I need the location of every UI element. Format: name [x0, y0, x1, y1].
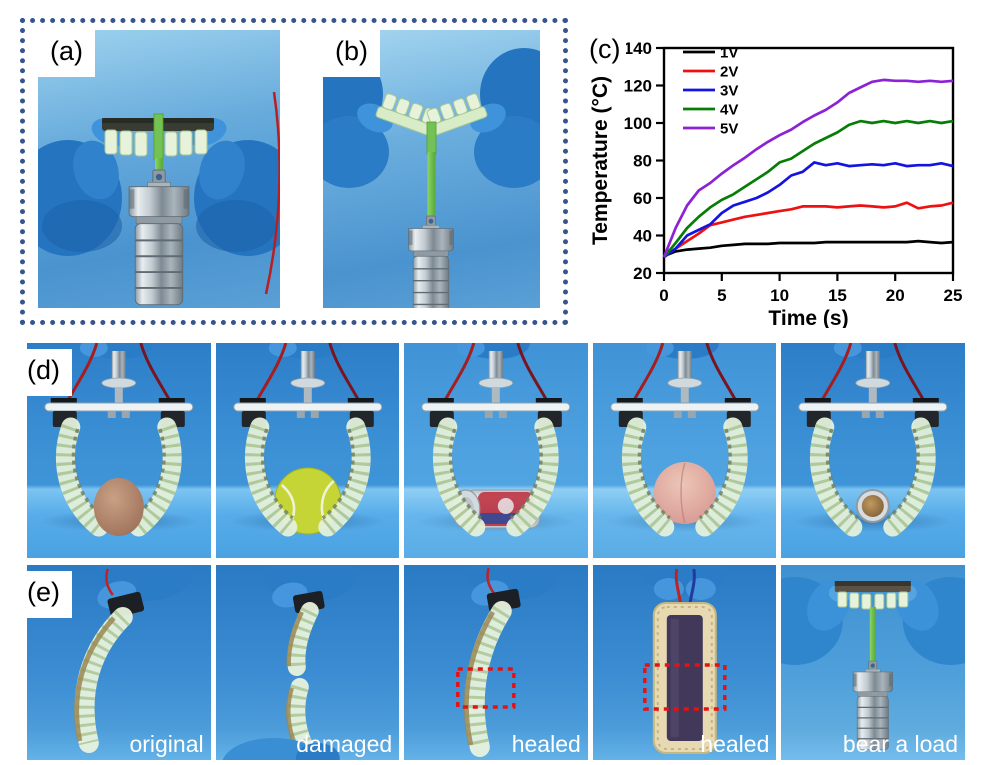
glove-hand-bottom — [222, 738, 340, 760]
x-tick-label: 0 — [659, 286, 668, 305]
panel-label-d: (d) — [15, 349, 72, 396]
dotted-frame — [20, 18, 568, 325]
x-tick-label: 10 — [770, 286, 789, 305]
soft-actuator-flat — [102, 113, 214, 161]
egg — [93, 478, 144, 536]
curved-actuator — [464, 601, 512, 757]
actuator-bottom-piece — [285, 678, 313, 754]
y-axis-title: Temperature (°C) — [589, 76, 612, 245]
y-tick-label: 120 — [624, 77, 652, 96]
healed-region-marker — [642, 663, 727, 711]
series-line-3V — [663, 161, 954, 259]
series-line-5V — [662, 78, 954, 258]
left-glove-hand — [38, 118, 133, 256]
x-axis-title: Time (s) — [768, 307, 848, 328]
y-tick-label: 60 — [633, 189, 652, 208]
caption-original: original — [129, 731, 204, 757]
photo-gripper-disc — [781, 343, 965, 558]
y-tick-label: 40 — [633, 227, 652, 246]
green-rod — [427, 152, 436, 218]
photo-gripper-can — [404, 343, 588, 558]
series-line-1V — [663, 239, 954, 258]
y-tick-label: 100 — [624, 114, 652, 133]
panel-label-e: (e) — [15, 571, 72, 618]
photo-stretch-test-bent: (b) — [323, 30, 540, 308]
red-wire — [105, 568, 114, 596]
caption-damaged: damaged — [296, 731, 393, 757]
x-tick-label: 25 — [944, 286, 963, 305]
photo-damaged-actuator: damaged — [215, 565, 400, 760]
photo-gripper-peach — [592, 343, 777, 558]
right-glove-hand — [470, 48, 540, 188]
x-tick-label: 15 — [828, 286, 847, 305]
gripper-photo-row: (d) — [15, 343, 965, 558]
panel-label-c: (c) — [583, 32, 627, 67]
legend-label-2V: 2V — [720, 64, 738, 81]
y-tick-label: 20 — [633, 264, 652, 283]
red-wire — [264, 91, 280, 295]
steel-weight — [407, 215, 455, 308]
plot-box — [662, 46, 955, 275]
red-wire — [674, 568, 683, 606]
legend-label-5V: 5V — [720, 121, 738, 138]
curved-actuator — [74, 607, 133, 753]
photo-stretch-test-flat: (a) — [38, 30, 280, 308]
legend-label-4V: 4V — [720, 102, 738, 119]
panel-label-a: (a) — [38, 30, 95, 77]
glove-hand — [468, 565, 560, 606]
actuator-top-piece — [286, 602, 319, 676]
green-rod — [870, 607, 877, 661]
photo-gripper-tennis-ball — [215, 343, 400, 558]
photo-bear-a-load: bear a load — [781, 565, 965, 760]
y-tick-label: 140 — [624, 39, 652, 58]
legend-label-3V: 3V — [720, 83, 738, 100]
healed-actuator-strip — [835, 581, 912, 610]
temperature-vs-time-chart: 0 5 10 15 20 25 20 40 60 80 100 120 140 Time (s) Tempe… — [589, 39, 963, 328]
photo-healed-actuator-front: healed — [404, 565, 588, 760]
caption-bear-a-load: bear a load — [842, 731, 958, 757]
x-tick-label: 20 — [886, 286, 905, 305]
healed-region-marker — [456, 667, 516, 709]
legend-label-1V: 1V — [720, 45, 738, 62]
series-line-2V — [663, 201, 954, 259]
healing-photo-row: (e) original — [15, 565, 965, 760]
caption-healed-back: healed — [700, 731, 770, 757]
soft-actuator-bent — [375, 93, 488, 155]
red-wire — [486, 567, 496, 594]
x-tick-label: 5 — [717, 286, 726, 305]
y-tick-label: 80 — [633, 152, 652, 171]
temperature-chart-panel: (c) 0 5 10 15 20 25 20 40 60 80 100 120 140 Time (s) T… — [583, 28, 979, 328]
glove-hand — [642, 565, 727, 600]
steel-weight — [128, 169, 190, 306]
panel-label-b: (b) — [323, 30, 380, 77]
caption-healed-front: healed — [511, 731, 581, 757]
photo-healed-actuator-back: healed — [592, 565, 777, 760]
metal-disc — [856, 489, 891, 523]
blue-wire — [688, 568, 696, 606]
peach — [653, 462, 716, 524]
series-line-4V — [662, 119, 954, 258]
